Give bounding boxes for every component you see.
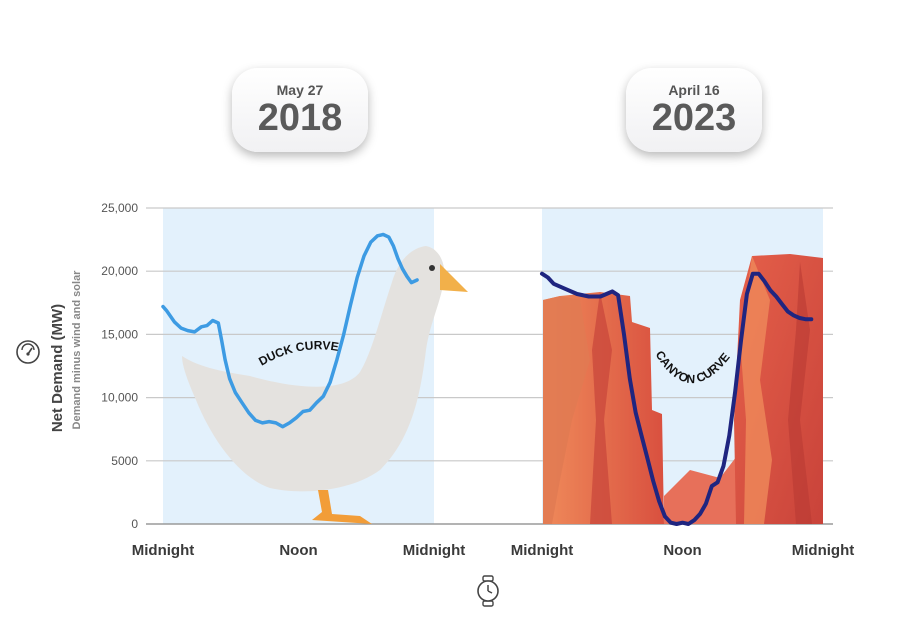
series-line-2023 [540, 271, 814, 526]
y-tick-label: 5000 [111, 454, 138, 468]
y-tick-label: 25,000 [101, 201, 138, 215]
gauge-icon [16, 340, 40, 364]
y-tick-label: 10,000 [101, 391, 138, 405]
x-tick-label: Noon [279, 542, 317, 559]
x-tick-label: Noon [663, 542, 701, 559]
canyon-crack [590, 292, 612, 524]
series-layer [161, 232, 814, 526]
canyon-illustration [543, 254, 823, 524]
year-label: 2018 [257, 97, 343, 139]
duck-illustration [182, 246, 468, 524]
canyon-rock-floor [664, 452, 740, 524]
y-axis-label: Net Demand (MW) [49, 304, 66, 432]
series-line-2018 [161, 232, 419, 429]
canyon-crack-right [788, 262, 812, 524]
x-tick-label: Midnight [403, 542, 465, 559]
y-tick-label: 15,000 [101, 327, 138, 341]
y-tick-label: 0 [131, 517, 138, 531]
x-tick-label: Midnight [792, 542, 854, 559]
duck-beak [440, 264, 468, 292]
duck-body [182, 246, 445, 492]
duck-eye [429, 265, 435, 271]
y-axis-sublabel: Demand minus wind and solar [71, 270, 83, 430]
clock-icon [477, 575, 499, 607]
date-box-2023: April 16 2023 [626, 68, 762, 152]
date-label: April 16 [668, 82, 720, 98]
y-axis-ticks: 0 5000 10,000 15,000 20,000 25,000 [101, 201, 138, 531]
canyon-rock-left-face [543, 296, 590, 524]
y-tick-label: 20,000 [101, 264, 138, 278]
x-axis-ticks: Midnight Noon Midnight Midnight Noon Midnight [132, 542, 854, 559]
x-tick-label: Midnight [511, 542, 573, 559]
x-tick-label: Midnight [132, 542, 194, 559]
duck-foot [312, 490, 372, 524]
date-box-2018: May 27 2018 [232, 68, 368, 152]
year-label: 2023 [651, 97, 737, 139]
canyon-rock-right-face [740, 256, 772, 524]
date-label: May 27 [276, 82, 324, 98]
gridlines [146, 207, 833, 525]
